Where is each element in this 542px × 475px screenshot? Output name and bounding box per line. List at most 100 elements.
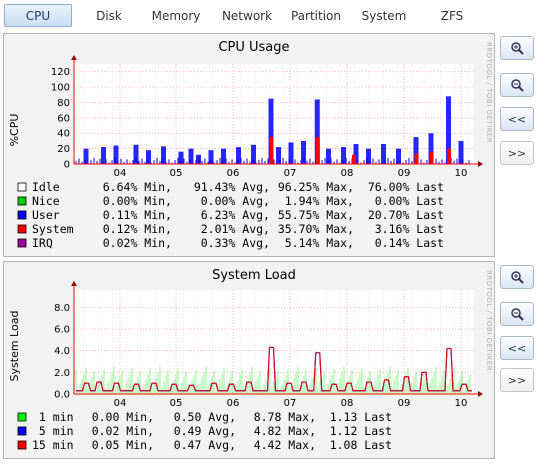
tab-network[interactable]: Network	[221, 8, 273, 23]
system-spike	[269, 137, 274, 164]
legend-last: 1.13 Last	[330, 410, 392, 424]
user-spike	[161, 146, 166, 164]
user-spike	[458, 140, 464, 164]
legend-name: IRQ	[32, 236, 53, 250]
y-axis-label: %CPU	[8, 114, 21, 147]
legend-max: 1.94% Max,	[285, 194, 354, 208]
cpu-forward-button[interactable]: >>	[500, 141, 534, 165]
legend-min: 0.12% Min,	[103, 222, 172, 236]
system-spike	[315, 137, 320, 164]
legend-min: 0.02% Min,	[103, 236, 172, 250]
legend-min: 0.05 Min,	[92, 438, 154, 452]
user-spike	[428, 133, 434, 164]
zoom-out-icon	[511, 308, 524, 321]
cpu-zoom-in-button[interactable]	[500, 36, 534, 60]
chart-title: System Load	[212, 268, 296, 283]
user-spike	[113, 145, 119, 164]
legend-name: Nice	[32, 194, 60, 208]
legend-last: 76.00% Last	[368, 180, 444, 194]
legend-swatch	[17, 412, 27, 422]
user-spike	[341, 147, 346, 164]
x-tick-label: 08	[341, 168, 354, 179]
y-tick-label: 80	[57, 98, 70, 109]
x-tick-label: 04	[114, 398, 127, 409]
load-zoom-in-button[interactable]	[500, 265, 534, 289]
user-spike	[381, 144, 386, 164]
load15-line	[76, 346, 472, 392]
legend-max: 4.42 Max,	[254, 438, 316, 452]
tab-disk[interactable]: Disk	[96, 8, 122, 23]
y-tick-label: 8.0	[54, 303, 70, 314]
tab-zfs[interactable]: ZFS	[440, 8, 464, 23]
legend-min: 0.00 Min,	[92, 410, 154, 424]
zoom-out-icon	[511, 79, 524, 92]
x-tick-label: 09	[398, 168, 411, 179]
legend-last: 0.00% Last	[375, 194, 444, 208]
legend-max: 96.25% Max,	[278, 180, 354, 194]
user-spike	[268, 98, 274, 164]
legend-swatch	[17, 440, 27, 450]
tab-bar: CPU Disk Memory Network Partition System…	[0, 0, 542, 31]
user-spike	[276, 147, 281, 164]
legend-last: 20.70% Last	[368, 208, 444, 222]
load-zoom-out-button[interactable]	[500, 302, 534, 326]
x-tick-label: 10	[455, 168, 468, 179]
tab-memory[interactable]: Memory	[151, 8, 201, 23]
cpu-usage-graph: CPU Usage %CPU RRDTOOL / TOBI OETIKER 04…	[3, 33, 495, 257]
legend-max: 55.75% Max,	[278, 208, 354, 222]
x-tick-label: 09	[398, 398, 411, 409]
user-spike	[326, 148, 331, 164]
legend-swatch	[17, 182, 27, 192]
y-tick-label: 2.0	[54, 368, 70, 379]
system-spike	[352, 154, 356, 164]
y-tick-label: 100	[51, 83, 70, 94]
tab-cpu[interactable]: CPU	[4, 4, 72, 27]
legend-swatch	[17, 224, 27, 234]
tab-partition[interactable]: Partition	[290, 8, 341, 23]
legend-name: 1 min	[32, 410, 74, 424]
user-spike	[314, 99, 320, 164]
legend-name: 5 min	[32, 424, 74, 438]
user-spike	[101, 147, 106, 164]
user-spike	[288, 142, 294, 164]
rrdtool-watermark: RRDTOOL / TOBI OETIKER	[485, 270, 493, 371]
y-axis-label: System Load	[8, 311, 21, 382]
y-tick-label: 6.0	[54, 325, 70, 336]
user-spike	[251, 144, 256, 164]
y-tick-label: 4.0	[54, 346, 70, 357]
cpu-usage-chart: CPU Usage %CPU RRDTOOL / TOBI OETIKER 04…	[8, 40, 493, 250]
legend-max: 4.82 Max,	[254, 424, 316, 438]
tab-system[interactable]: System	[361, 8, 407, 23]
legend-avg: 0.49 Avg,	[174, 424, 236, 438]
user-spike	[196, 154, 201, 164]
zoom-in-icon	[511, 271, 524, 284]
x-tick-label: 08	[341, 398, 354, 409]
user-spike	[446, 96, 451, 164]
load-forward-button[interactable]: >>	[500, 368, 534, 392]
legend-avg: 0.47 Avg,	[174, 438, 236, 452]
legend-avg: 2.01% Avg,	[201, 222, 270, 236]
legend-swatch	[17, 210, 27, 220]
y-tick-label: 40	[57, 129, 70, 140]
cpu-back-button[interactable]: <<	[500, 107, 534, 131]
user-spike	[178, 151, 184, 164]
legend-last: 1.12 Last	[330, 424, 392, 438]
legend-last: 3.16% Last	[375, 222, 444, 236]
legend-min: 0.02 Min,	[92, 424, 154, 438]
load-back-button[interactable]: <<	[500, 336, 534, 360]
y-tick-label: 120	[51, 67, 70, 78]
rrdtool-watermark: RRDTOOL / TOBI OETIKER	[485, 42, 493, 143]
x-tick-label: 10	[455, 398, 468, 409]
user-spike	[188, 148, 194, 164]
legend-avg: 6.23% Avg,	[201, 208, 270, 222]
system-load-chart: System Load System Load RRDTOOL / TOBI O…	[8, 268, 493, 452]
legend-avg: 91.43% Avg,	[194, 180, 270, 194]
y-tick-label: 20	[57, 144, 70, 155]
user-spike	[208, 150, 214, 164]
legend-min: 0.00% Min,	[103, 194, 172, 208]
y-tick-label: 0	[64, 160, 70, 171]
user-spike	[366, 148, 371, 164]
y-tick-label: 60	[57, 113, 70, 124]
cpu-zoom-out-button[interactable]	[500, 73, 534, 97]
user-spike	[353, 144, 359, 164]
